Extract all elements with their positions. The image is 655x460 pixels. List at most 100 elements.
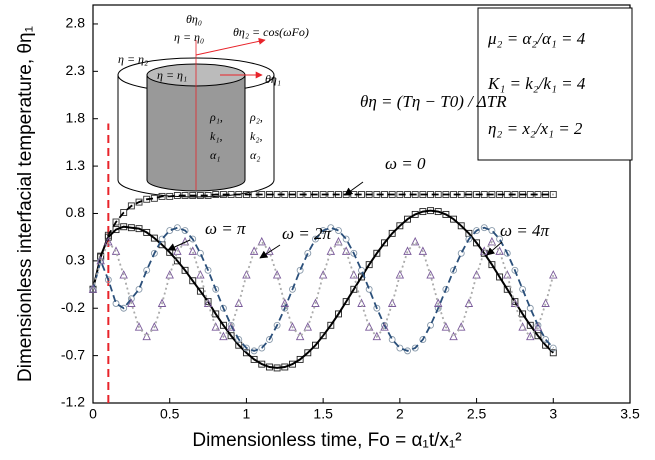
marker bbox=[488, 261, 496, 269]
marker bbox=[219, 304, 227, 312]
marker bbox=[250, 355, 258, 363]
marker bbox=[112, 218, 120, 226]
marker bbox=[457, 249, 465, 257]
marker bbox=[188, 246, 197, 255]
marker bbox=[511, 266, 519, 274]
marker bbox=[419, 336, 427, 343]
marker bbox=[411, 210, 419, 218]
diagram-label: θη₀ bbox=[186, 12, 202, 26]
marker bbox=[235, 336, 243, 343]
plot-frame bbox=[92, 4, 631, 404]
marker bbox=[226, 322, 236, 331]
marker bbox=[196, 287, 204, 295]
marker bbox=[373, 304, 381, 312]
diagram-label: α₂ bbox=[250, 148, 260, 162]
x-tick-label: 0.5 bbox=[160, 406, 180, 422]
marker bbox=[549, 344, 557, 352]
marker bbox=[327, 224, 335, 232]
marker bbox=[365, 285, 373, 293]
marker bbox=[388, 336, 396, 343]
x-tick-label: 3.5 bbox=[620, 406, 640, 422]
marker bbox=[173, 224, 181, 232]
marker bbox=[396, 344, 404, 352]
marker bbox=[450, 215, 458, 223]
marker bbox=[350, 285, 358, 293]
marker bbox=[119, 270, 128, 279]
parameter: K₁ = k₂/k₁ = 4 bbox=[487, 74, 586, 93]
diagram-label: θη₁ bbox=[265, 72, 281, 86]
marker bbox=[404, 347, 411, 355]
x-tick-label: 1.5 bbox=[313, 406, 333, 422]
marker bbox=[311, 298, 320, 307]
marker bbox=[342, 298, 350, 306]
marker bbox=[242, 344, 250, 352]
marker bbox=[473, 239, 481, 247]
marker bbox=[250, 347, 258, 355]
marker bbox=[258, 360, 266, 368]
marker bbox=[257, 236, 266, 246]
marker bbox=[387, 298, 397, 307]
marker bbox=[457, 222, 465, 230]
y-tick-label: 0.8 bbox=[66, 204, 86, 220]
diagram-label: k₁, bbox=[210, 129, 223, 143]
marker bbox=[350, 249, 358, 257]
marker bbox=[104, 236, 113, 246]
marker bbox=[203, 298, 213, 307]
marker bbox=[396, 222, 404, 230]
parameter: μ₂ = α₂/α₁ = 4 bbox=[487, 29, 586, 48]
annotation-arrow bbox=[344, 181, 364, 196]
marker bbox=[450, 266, 458, 274]
series-line bbox=[92, 226, 554, 352]
series-line bbox=[92, 240, 555, 339]
y-tick-label: -0.2 bbox=[61, 299, 85, 315]
marker bbox=[449, 331, 458, 341]
marker bbox=[196, 270, 205, 279]
annotation-arrow bbox=[167, 239, 191, 251]
series bbox=[88, 236, 558, 341]
marker bbox=[473, 227, 481, 234]
y-tick-label: -1.2 bbox=[61, 394, 85, 410]
marker bbox=[242, 349, 250, 357]
marker bbox=[335, 227, 342, 234]
marker bbox=[541, 298, 550, 307]
marker bbox=[372, 331, 382, 341]
marker bbox=[503, 249, 511, 257]
diagram-label: ρ₂, bbox=[249, 110, 263, 124]
marker bbox=[335, 310, 342, 318]
marker bbox=[249, 246, 259, 255]
marker bbox=[204, 266, 212, 274]
marker bbox=[442, 210, 450, 218]
marker bbox=[272, 270, 282, 279]
marker bbox=[364, 322, 374, 331]
cylinder-diagram bbox=[117, 37, 275, 198]
marker bbox=[503, 285, 511, 293]
marker bbox=[143, 228, 151, 236]
marker bbox=[304, 349, 312, 357]
marker bbox=[150, 234, 158, 242]
marker bbox=[319, 332, 327, 340]
marker bbox=[457, 322, 466, 331]
marker bbox=[150, 249, 158, 257]
marker bbox=[142, 331, 151, 341]
marker bbox=[143, 266, 151, 274]
marker bbox=[227, 332, 235, 340]
marker bbox=[496, 235, 504, 243]
marker bbox=[381, 239, 388, 247]
marker bbox=[533, 322, 543, 331]
diagram-label: k₂, bbox=[250, 129, 263, 143]
marker bbox=[280, 298, 290, 307]
marker bbox=[495, 246, 504, 255]
parameter-box bbox=[477, 7, 633, 161]
marker bbox=[549, 270, 558, 279]
marker bbox=[411, 344, 419, 352]
marker bbox=[112, 226, 120, 234]
marker bbox=[112, 300, 120, 307]
marker bbox=[150, 322, 159, 331]
y-tick-label: 1.8 bbox=[66, 109, 86, 125]
marker bbox=[134, 322, 144, 331]
marker bbox=[488, 227, 496, 234]
marker bbox=[127, 298, 136, 307]
marker bbox=[189, 277, 197, 285]
marker bbox=[526, 304, 534, 312]
marker bbox=[127, 202, 135, 210]
